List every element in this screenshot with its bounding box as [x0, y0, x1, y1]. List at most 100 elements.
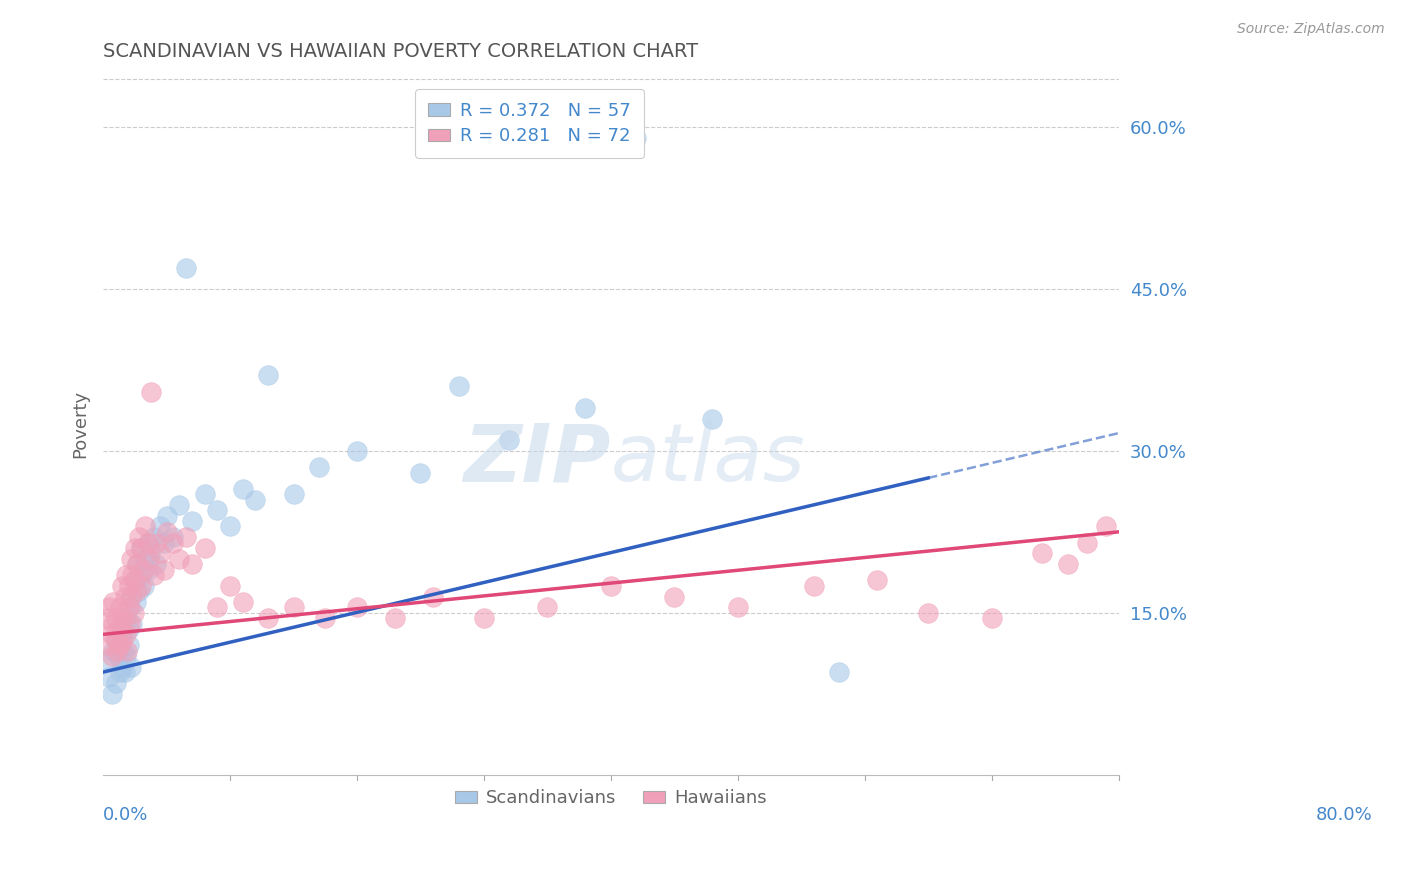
Point — [599, 579, 621, 593]
Point — [257, 611, 280, 625]
Point — [128, 530, 150, 544]
Point — [118, 616, 141, 631]
Point — [828, 665, 851, 679]
Point — [283, 487, 305, 501]
Point — [181, 514, 204, 528]
Point — [472, 611, 495, 625]
Point — [574, 401, 596, 415]
Point — [346, 600, 368, 615]
Point — [110, 616, 132, 631]
Point — [112, 611, 135, 625]
Point — [245, 492, 267, 507]
Point — [101, 687, 124, 701]
Point — [702, 411, 724, 425]
Point — [108, 665, 131, 679]
Point — [104, 676, 127, 690]
Point — [129, 579, 152, 593]
Point — [108, 638, 131, 652]
Point — [115, 648, 138, 663]
Point — [139, 546, 162, 560]
Point — [134, 519, 156, 533]
Text: Source: ZipAtlas.com: Source: ZipAtlas.com — [1237, 22, 1385, 37]
Point — [232, 482, 254, 496]
Point — [1031, 546, 1053, 560]
Point — [104, 611, 127, 625]
Point — [145, 558, 167, 572]
Point — [115, 568, 138, 582]
Point — [149, 519, 172, 533]
Point — [125, 595, 148, 609]
Point — [105, 643, 128, 657]
Point — [162, 530, 184, 544]
Point — [169, 498, 191, 512]
Point — [1056, 558, 1078, 572]
Point — [626, 131, 648, 145]
Point — [98, 671, 121, 685]
Point — [120, 551, 142, 566]
Point — [1076, 535, 1098, 549]
Point — [129, 541, 152, 555]
Point — [132, 563, 155, 577]
Point — [115, 627, 138, 641]
Point — [120, 590, 142, 604]
Point — [498, 433, 520, 447]
Point — [174, 260, 197, 275]
Point — [153, 563, 176, 577]
Point — [124, 574, 146, 588]
Point — [107, 622, 129, 636]
Text: 0.0%: 0.0% — [103, 806, 149, 824]
Point — [181, 558, 204, 572]
Point — [108, 600, 131, 615]
Point — [803, 579, 825, 593]
Point — [142, 568, 165, 582]
Point — [100, 627, 122, 641]
Point — [112, 643, 135, 657]
Point — [103, 643, 125, 657]
Point — [122, 606, 145, 620]
Point — [207, 600, 229, 615]
Point — [129, 541, 152, 555]
Point — [132, 579, 155, 593]
Point — [103, 595, 125, 609]
Point — [117, 638, 139, 652]
Point — [145, 535, 167, 549]
Point — [127, 558, 149, 572]
Point — [117, 579, 139, 593]
Y-axis label: Poverty: Poverty — [72, 390, 89, 458]
Point — [117, 600, 139, 615]
Point — [207, 503, 229, 517]
Point — [384, 611, 406, 625]
Point — [232, 595, 254, 609]
Point — [866, 574, 889, 588]
Point — [536, 600, 558, 615]
Point — [162, 535, 184, 549]
Point — [114, 665, 136, 679]
Point — [104, 632, 127, 647]
Point — [98, 600, 121, 615]
Text: atlas: atlas — [610, 420, 806, 498]
Point — [980, 611, 1002, 625]
Point — [118, 600, 141, 615]
Point — [194, 541, 217, 555]
Point — [169, 551, 191, 566]
Point — [120, 590, 142, 604]
Point — [153, 535, 176, 549]
Point — [142, 530, 165, 544]
Point — [447, 379, 470, 393]
Point — [257, 368, 280, 383]
Point — [219, 579, 242, 593]
Point — [422, 590, 444, 604]
Point — [121, 568, 143, 582]
Text: ZIP: ZIP — [464, 420, 610, 498]
Point — [117, 622, 139, 636]
Point — [134, 551, 156, 566]
Point — [111, 627, 134, 641]
Point — [124, 541, 146, 555]
Point — [111, 616, 134, 631]
Point — [136, 535, 159, 549]
Point — [1095, 519, 1118, 533]
Point — [121, 616, 143, 631]
Point — [136, 563, 159, 577]
Point — [308, 460, 330, 475]
Point — [138, 551, 160, 566]
